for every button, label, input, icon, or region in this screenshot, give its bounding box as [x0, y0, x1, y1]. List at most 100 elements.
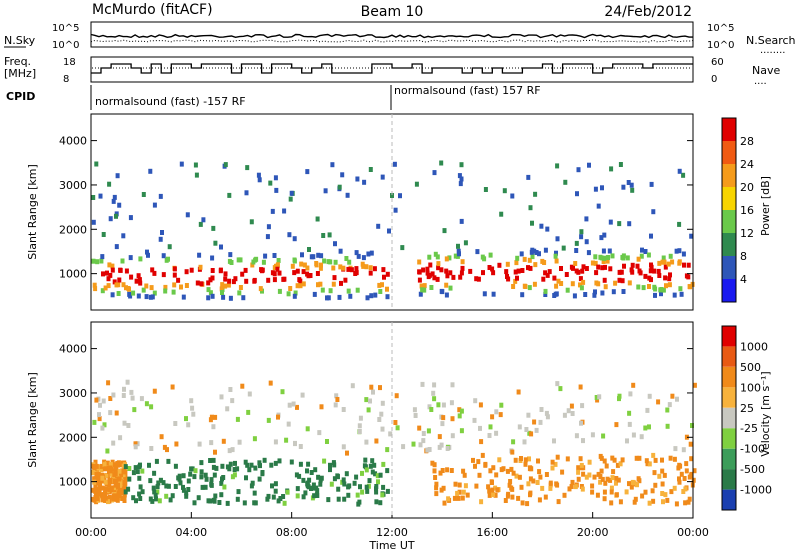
echo-cell	[374, 438, 379, 444]
echo-cell	[661, 287, 666, 293]
echo-cell	[667, 276, 672, 282]
echo-cell	[252, 277, 257, 283]
echo-cell	[457, 173, 462, 179]
echo-cell	[123, 477, 128, 483]
echo-cell	[673, 446, 678, 452]
echo-cell	[452, 495, 457, 501]
echo-cell	[660, 457, 664, 463]
echo-cell	[153, 492, 158, 498]
echo-cell	[576, 167, 581, 173]
echo-cell	[431, 390, 436, 396]
echo-cell	[256, 172, 261, 178]
echo-cell	[393, 420, 398, 425]
echo-cell	[289, 459, 294, 465]
echo-cell	[595, 492, 600, 498]
echo-cell	[459, 428, 464, 434]
echo-cell	[414, 181, 419, 187]
echo-cell	[326, 497, 331, 503]
echo-cell	[358, 415, 363, 421]
echo-cell	[459, 162, 464, 168]
echo-cell	[653, 482, 658, 488]
echo-cell	[123, 489, 128, 495]
echo-cell	[513, 269, 518, 275]
echo-cell	[178, 480, 183, 486]
velocity-colorbar: Velocity [m s⁻¹] 1000 500 100 25 -25 -100 -500…	[721, 325, 772, 511]
echo-cell	[490, 266, 495, 272]
echo-cell	[319, 404, 324, 410]
echo-cell	[363, 464, 368, 470]
echo-cell	[558, 386, 563, 392]
echo-cell	[116, 291, 121, 296]
echo-cell	[540, 485, 545, 491]
echo-cell	[364, 467, 369, 473]
echo-cell	[630, 269, 635, 275]
echo-cell	[184, 269, 189, 275]
velocity-panel: 1000 2000 3000 4000 Slant Range [km]	[26, 321, 697, 519]
x-tick-label: 12:00	[376, 526, 408, 539]
echo-cell	[491, 465, 496, 471]
colorbar-tick-label: -25	[740, 422, 758, 435]
echo-cell	[653, 286, 658, 292]
echo-cell	[460, 265, 465, 271]
echo-cell	[237, 439, 242, 445]
echo-cell	[140, 468, 145, 474]
echo-cell	[100, 288, 105, 294]
colorbar-segment	[722, 448, 736, 470]
echo-cell	[114, 282, 119, 288]
echo-cell	[539, 407, 544, 412]
echo-cell	[511, 284, 516, 289]
echo-cell	[660, 468, 665, 474]
echo-cell	[112, 279, 117, 285]
echo-cell	[106, 276, 111, 282]
echo-cell	[579, 420, 583, 426]
echo-cell	[316, 252, 321, 258]
echo-cell	[196, 495, 201, 501]
echo-cell	[282, 208, 287, 214]
echo-cell	[615, 462, 620, 468]
echo-cell	[141, 287, 146, 293]
echo-cell	[475, 249, 480, 255]
echo-cell	[266, 277, 271, 283]
echo-cell	[97, 487, 102, 492]
echo-cell	[265, 234, 270, 240]
echo-cell	[639, 253, 644, 259]
echo-cell	[459, 408, 464, 414]
echo-cell	[150, 294, 155, 300]
echo-cell	[223, 271, 228, 277]
echo-cell	[134, 278, 139, 284]
echo-cell	[545, 226, 550, 232]
echo-cell	[121, 474, 126, 480]
echo-cell	[689, 471, 694, 477]
echo-cell	[109, 485, 114, 491]
echo-cell	[601, 259, 606, 264]
echo-cell	[420, 287, 425, 293]
echo-cell	[306, 461, 311, 467]
freq-left-label-1: Freq.	[4, 55, 31, 68]
echo-cell	[381, 484, 386, 490]
echo-cell	[160, 230, 164, 235]
noise-left-label: N.Sky	[4, 34, 36, 47]
echo-cell	[137, 491, 142, 497]
echo-cell	[299, 261, 304, 267]
echo-cell	[432, 170, 437, 176]
echo-cell	[593, 186, 598, 192]
echo-cell	[584, 474, 589, 480]
echo-cell	[190, 405, 195, 411]
freq-left-label-2: [MHz]	[4, 67, 36, 80]
echo-cell	[578, 384, 583, 390]
echo-cell	[375, 473, 380, 479]
echo-cell	[357, 429, 362, 434]
echo-cell	[672, 485, 677, 491]
echo-cell	[295, 268, 300, 274]
echo-cell	[292, 293, 297, 299]
echo-cell	[233, 276, 238, 282]
echo-cell	[139, 396, 144, 402]
echo-cell	[649, 277, 653, 283]
echo-cell	[412, 407, 417, 413]
echo-cell	[515, 275, 519, 281]
echo-cell	[166, 483, 171, 489]
echo-cell	[185, 212, 190, 218]
echo-cell	[93, 495, 98, 501]
echo-cell	[531, 478, 536, 484]
echo-cell	[614, 480, 618, 486]
